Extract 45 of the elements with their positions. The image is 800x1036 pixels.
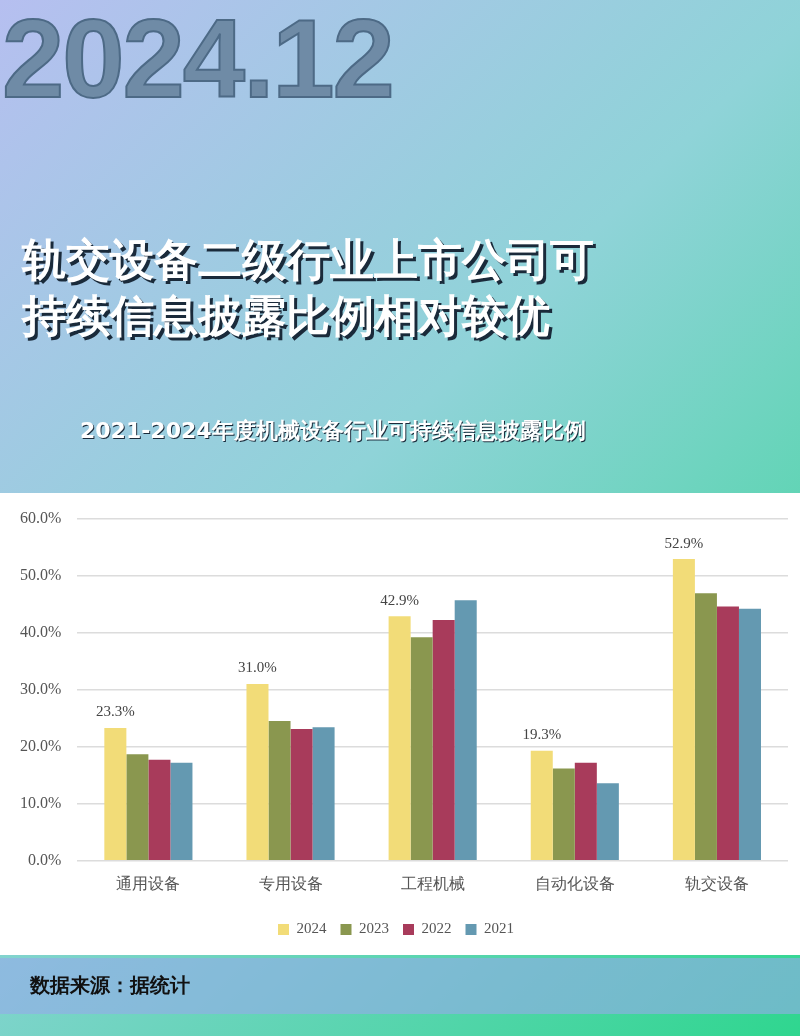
bar — [596, 783, 619, 861]
bar — [716, 606, 739, 861]
y-tick-label: 60.0% — [20, 508, 62, 526]
y-tick-label: 30.0% — [20, 679, 62, 697]
bar — [454, 600, 477, 861]
data-label: 19.3% — [522, 726, 562, 743]
legend-label: 2022 — [421, 920, 452, 937]
bar — [246, 684, 269, 861]
text: 2024.12 — [2, 0, 393, 121]
y-tick-label: 10.0% — [20, 793, 62, 811]
data-label: 42.9% — [380, 591, 419, 608]
bar — [552, 768, 575, 861]
y-tick-label: 40.0% — [20, 622, 62, 640]
x-tick-label: 通用设备 — [116, 873, 181, 893]
x-tick-label: 自动化设备 — [534, 873, 615, 893]
data-label: 52.9% — [664, 534, 704, 551]
legend-label: 2021 — [484, 920, 514, 937]
y-tick-label: 20.0% — [20, 736, 62, 754]
x-tick-label: 专用设备 — [258, 873, 323, 893]
chart-subtitle: 2021-2024年度机械设备行业可持续信息披露比例 — [80, 417, 587, 445]
bar — [388, 616, 411, 861]
bar — [126, 754, 149, 861]
bar — [694, 593, 717, 861]
bar — [432, 620, 455, 861]
data-label: 31.0% — [238, 659, 277, 676]
bar — [410, 637, 433, 861]
y-tick-label: 50.0% — [20, 565, 62, 583]
bar — [530, 750, 553, 861]
legend-label: 2024 — [296, 920, 327, 937]
bar — [290, 729, 313, 861]
x-tick-label: 工程机械 — [400, 873, 465, 893]
bar — [148, 759, 171, 861]
data-label: 23.3% — [95, 703, 135, 720]
source-note: 数据来源：据统计 — [30, 972, 190, 999]
bar — [104, 727, 127, 861]
legend-label: 2023 — [359, 920, 389, 937]
chart-title: 轨交设备二级行业上市公司可持续信息披露比例相对较优 — [22, 233, 595, 343]
bar — [268, 721, 291, 861]
bar — [738, 608, 761, 861]
bar — [312, 727, 335, 861]
bar — [170, 762, 193, 861]
x-tick-label: 轨交设备 — [684, 873, 749, 893]
bar — [672, 559, 695, 861]
bar — [574, 762, 597, 861]
y-tick-label: 0.0% — [28, 851, 62, 868]
